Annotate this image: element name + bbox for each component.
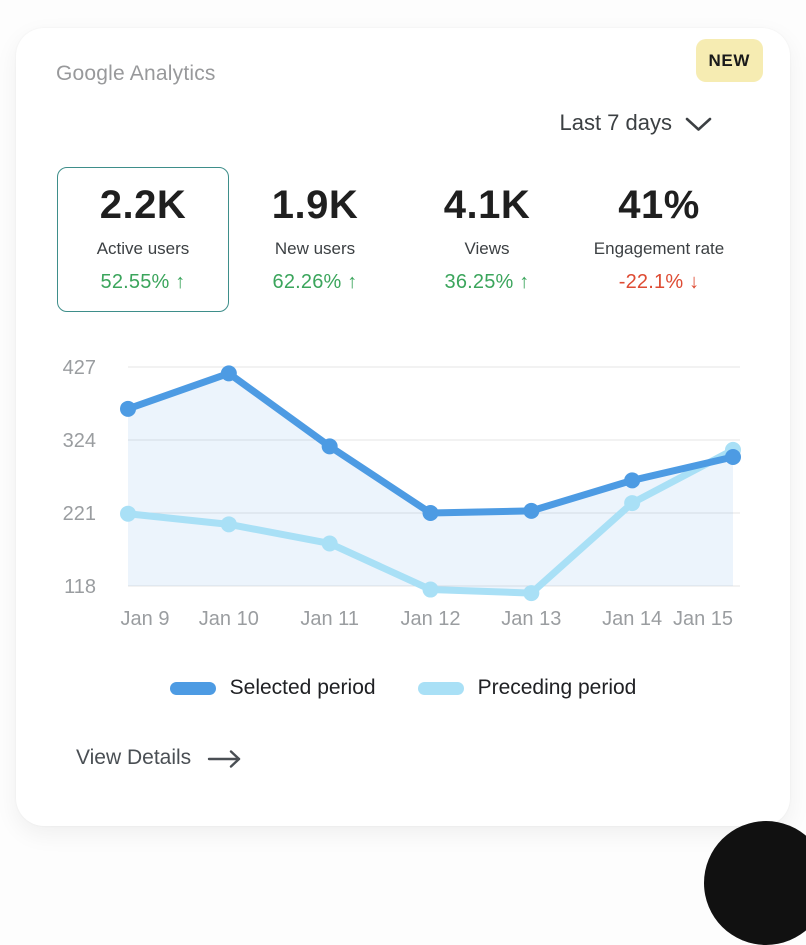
stat-change: 36.25% ↑ [444, 271, 530, 293]
stat-label: Active users [96, 239, 190, 258]
up-arrow-icon: ↑ [175, 271, 186, 293]
legend-label: Preceding period [477, 676, 637, 699]
svg-text:Jan 12: Jan 12 [400, 608, 460, 630]
stat-change: 62.26% ↑ [272, 271, 358, 293]
stat-label: Engagement rate [593, 239, 725, 258]
new-badge: NEW [695, 39, 763, 82]
stat-card-active-users[interactable]: 2.2K Active users 52.55% ↑ [57, 167, 229, 312]
stat-value: 1.9K [271, 183, 359, 227]
widget-title: Google Analytics [56, 62, 216, 85]
chevron-down-icon [685, 114, 712, 132]
svg-text:324: 324 [63, 430, 96, 452]
svg-text:Jan 15: Jan 15 [673, 608, 733, 630]
stats-row: 2.2K Active users 52.55% ↑ 1.9K New users 62.… [57, 167, 745, 312]
stat-card-new-users[interactable]: 1.9K New users 62.26% ↑ [229, 167, 401, 312]
svg-text:Jan 10: Jan 10 [199, 608, 259, 630]
legend-label: Selected period [229, 676, 376, 699]
svg-text:Jan 13: Jan 13 [501, 608, 561, 630]
stat-change: 52.55% ↑ [100, 271, 186, 293]
selected-period-swatch [169, 681, 216, 695]
stat-change: -22.1% ↓ [618, 271, 700, 293]
legend-item-preceding-period: Preceding period [417, 676, 637, 700]
stat-value: 4.1K [443, 183, 531, 227]
stat-value: 2.2K [99, 183, 187, 227]
up-arrow-icon: ↑ [347, 271, 358, 293]
svg-text:221: 221 [63, 503, 96, 525]
svg-text:118: 118 [64, 576, 96, 598]
preceding-period-swatch [417, 681, 464, 695]
view-details-label: View Details [76, 746, 192, 769]
floating-action-button[interactable] [704, 821, 806, 945]
legend-item-selected-period: Selected period [169, 676, 376, 700]
analytics-chart: 427 324 221 118 Jan 9 Jan 10 Jan 11 Jan 12 Jan 1… [46, 353, 746, 638]
stat-card-engagement-rate[interactable]: 41% Engagement rate -22.1% ↓ [573, 167, 745, 312]
analytics-widget-card: Google Analytics NEW Last 7 days 2.2K Act… [16, 28, 790, 826]
period-selector-dropdown[interactable]: Last 7 days [559, 110, 712, 136]
up-arrow-icon: ↑ [519, 271, 530, 293]
svg-text:427: 427 [63, 357, 96, 379]
svg-text:Jan 14: Jan 14 [602, 608, 662, 630]
period-selector-value: Last 7 days [559, 110, 672, 135]
stat-label: New users [274, 239, 356, 258]
stat-value: 41% [618, 183, 700, 227]
chart-legend: Selected period Preceding period [16, 676, 790, 700]
right-arrow-icon [207, 747, 243, 769]
down-arrow-icon: ↓ [689, 271, 700, 293]
stat-label: Views [464, 239, 510, 258]
stat-card-views[interactable]: 4.1K Views 36.25% ↑ [401, 167, 573, 312]
view-details-link[interactable]: View Details [76, 746, 243, 770]
svg-text:Jan 9: Jan 9 [121, 608, 170, 630]
svg-text:Jan 11: Jan 11 [300, 608, 359, 630]
